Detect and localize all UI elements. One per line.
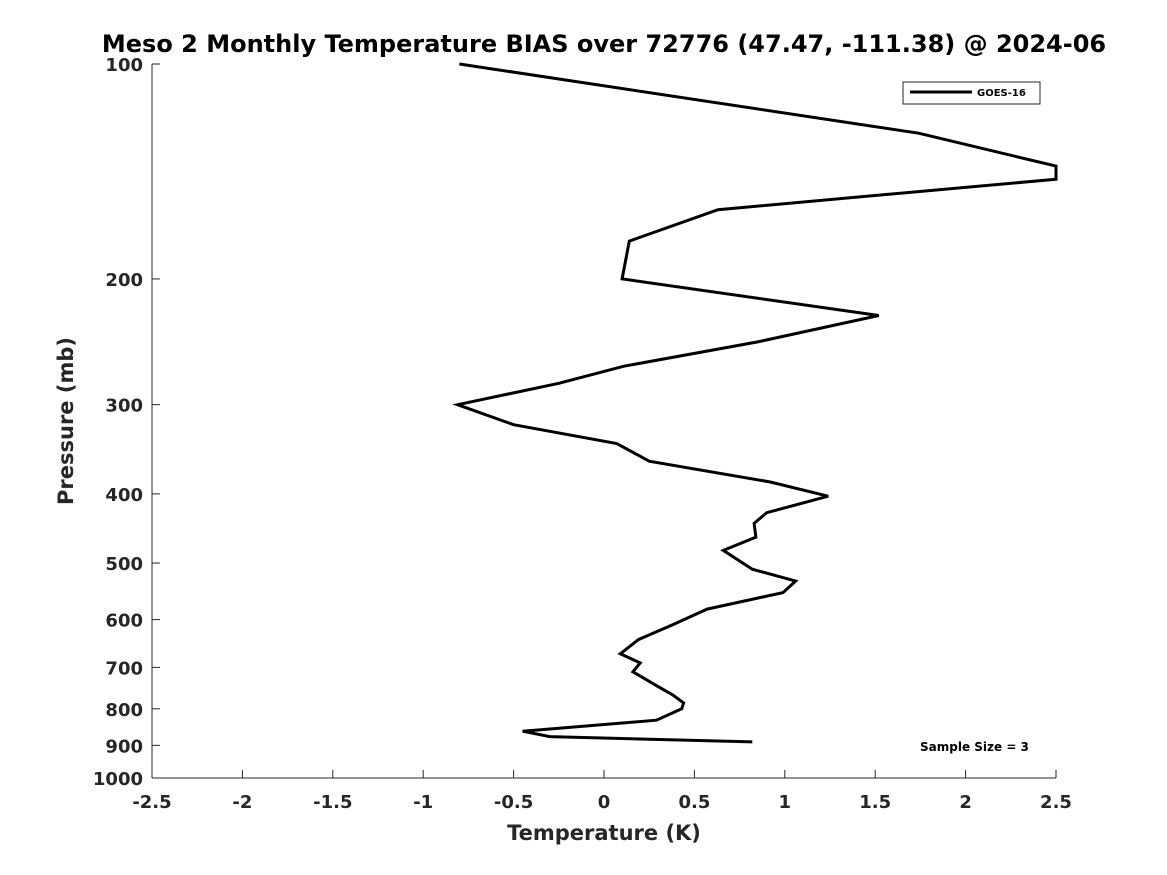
- y-tick-label: 300: [105, 396, 143, 417]
- x-tick-label: -0.5: [494, 792, 533, 813]
- y-tick-label: 1000: [93, 769, 143, 790]
- y-tick-label: 700: [105, 658, 143, 679]
- x-tick-label: -1: [413, 792, 433, 813]
- y-tick-label: 800: [105, 700, 143, 721]
- x-tick-label: 1: [779, 792, 792, 813]
- series-line-goes-16: [452, 62, 1058, 744]
- x-tick-label: 2.5: [1040, 792, 1072, 813]
- series-group: [452, 62, 1058, 744]
- x-tick-label: 2: [959, 792, 972, 813]
- chart-title: Meso 2 Monthly Temperature BIAS over 727…: [102, 30, 1106, 58]
- x-tick-label: -1.5: [313, 792, 352, 813]
- x-tick-label: 1.5: [859, 792, 891, 813]
- y-tick-label: 200: [105, 270, 143, 291]
- y-axis-label: Pressure (mb): [54, 337, 78, 505]
- x-tick-label: 0: [598, 792, 611, 813]
- y-tick-label: 100: [105, 55, 143, 76]
- x-tick-label: 0.5: [678, 792, 710, 813]
- x-axis-label: Temperature (K): [507, 821, 701, 845]
- x-tick-label: -2: [232, 792, 252, 813]
- sample-size-annotation: Sample Size = 3: [920, 740, 1029, 754]
- x-axis-ticks: -2.5 -2 -1.5 -1 -0.5 0 0.5 1 1.5 2 2.5: [132, 770, 1072, 813]
- y-tick-label: 400: [105, 485, 143, 506]
- y-axis-ticks: 100 200 300 400 500 600 700 800 900 1000: [93, 55, 160, 790]
- y-tick-label: 500: [105, 554, 143, 575]
- y-tick-label: 900: [105, 736, 143, 757]
- legend-label-goes-16: GOES-16: [977, 88, 1026, 99]
- legend: GOES-16: [902, 81, 1041, 105]
- y-tick-label: 600: [105, 611, 143, 632]
- x-tick-label: -2.5: [132, 792, 171, 813]
